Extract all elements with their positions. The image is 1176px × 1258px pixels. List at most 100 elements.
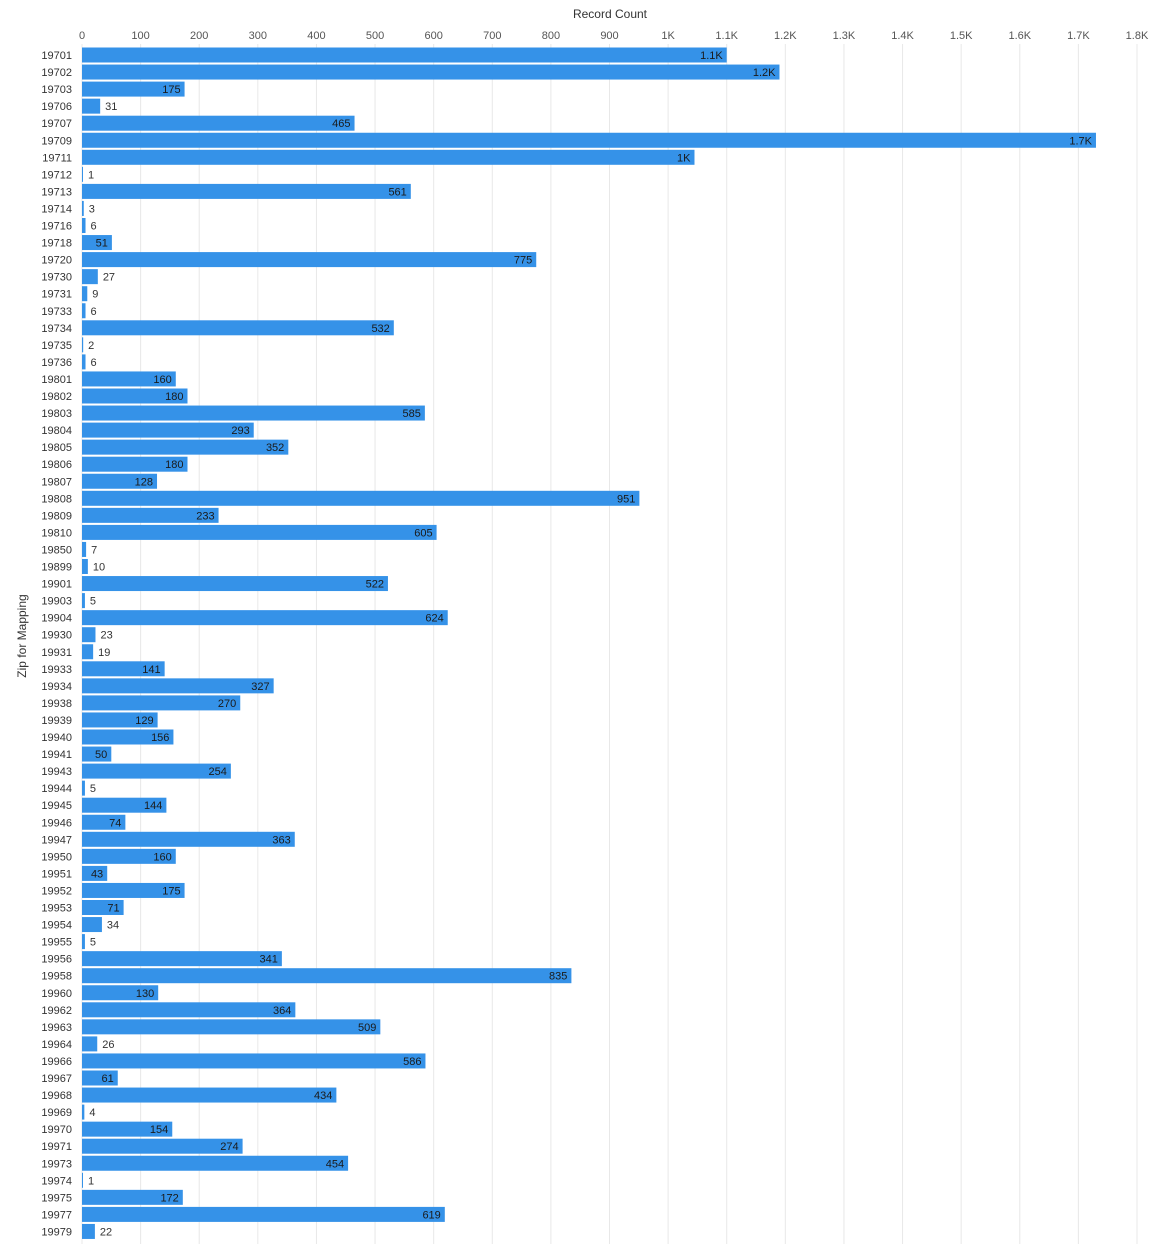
bar[interactable] <box>82 882 185 898</box>
bar[interactable] <box>82 610 448 626</box>
bar[interactable] <box>82 934 85 950</box>
bar[interactable] <box>82 98 101 114</box>
bar[interactable] <box>82 865 108 881</box>
bar-value-label: 605 <box>414 527 432 539</box>
bar[interactable] <box>82 200 84 216</box>
bar[interactable] <box>82 524 437 540</box>
y-category-label: 19953 <box>41 903 72 915</box>
bar[interactable] <box>82 64 780 80</box>
bar-value-label: 1K <box>677 152 691 164</box>
bar[interactable] <box>82 149 695 165</box>
bar[interactable] <box>82 951 282 967</box>
x-tick-label: 400 <box>307 30 325 42</box>
bar[interactable] <box>82 661 165 677</box>
bar[interactable] <box>82 1223 95 1239</box>
y-category-label: 19969 <box>41 1107 72 1119</box>
bar[interactable] <box>82 303 86 319</box>
bar[interactable] <box>82 456 188 472</box>
bar[interactable] <box>82 235 112 251</box>
bar[interactable] <box>82 405 425 421</box>
bar[interactable] <box>82 252 537 268</box>
bar[interactable] <box>82 559 88 574</box>
bar[interactable] <box>82 831 295 847</box>
bar[interactable] <box>82 1189 183 1205</box>
bar[interactable] <box>82 132 1096 148</box>
bar[interactable] <box>82 439 289 455</box>
bar[interactable] <box>82 848 176 864</box>
bar[interactable] <box>82 1206 445 1222</box>
x-tick-label: 800 <box>542 30 560 42</box>
bar-value-label: 51 <box>96 238 108 250</box>
bar-value-label: 341 <box>260 954 278 966</box>
y-category-label: 19803 <box>41 408 72 420</box>
bar[interactable] <box>82 1053 426 1069</box>
bar[interactable] <box>82 644 94 660</box>
bar[interactable] <box>82 218 86 233</box>
x-tick-label: 1.1K <box>715 30 738 42</box>
bar-value-label: 50 <box>95 749 107 761</box>
bar[interactable] <box>82 388 188 404</box>
bar[interactable] <box>82 593 85 609</box>
bar-value-label: 31 <box>105 101 117 113</box>
bar[interactable] <box>82 1104 85 1120</box>
bar[interactable] <box>82 780 85 796</box>
bar[interactable] <box>82 269 98 285</box>
bar[interactable] <box>82 678 274 694</box>
bar[interactable] <box>82 507 219 523</box>
bar[interactable] <box>82 47 727 63</box>
bar[interactable] <box>82 729 174 745</box>
bar[interactable] <box>82 763 231 779</box>
bar[interactable] <box>82 354 86 370</box>
bar[interactable] <box>82 797 167 813</box>
bar[interactable] <box>82 627 96 643</box>
bar[interactable] <box>82 1002 296 1018</box>
bar[interactable] <box>82 1036 98 1052</box>
bar[interactable] <box>82 541 87 557</box>
y-category-label: 19808 <box>41 493 72 505</box>
bar[interactable] <box>82 900 124 915</box>
bar[interactable] <box>82 1155 349 1171</box>
bar[interactable] <box>82 1087 337 1103</box>
bar[interactable] <box>82 81 185 97</box>
bar[interactable] <box>82 746 112 762</box>
bar-value-label: 3 <box>89 203 95 215</box>
bar[interactable] <box>82 320 394 336</box>
bar[interactable] <box>82 1172 83 1188</box>
y-category-label: 19945 <box>41 800 72 812</box>
bar-value-label: 364 <box>273 1005 291 1017</box>
bar[interactable] <box>82 1070 118 1086</box>
y-category-label: 19974 <box>41 1175 72 1187</box>
bar[interactable] <box>82 371 176 387</box>
bar[interactable] <box>82 1138 243 1154</box>
bar-value-label: 22 <box>100 1226 112 1238</box>
y-category-label: 19934 <box>41 681 72 693</box>
bar[interactable] <box>82 286 88 302</box>
bar[interactable] <box>82 115 355 131</box>
bar-value-label: 1 <box>88 1175 94 1187</box>
bar-value-label: 71 <box>107 903 119 915</box>
bar[interactable] <box>82 712 158 728</box>
y-category-label: 19966 <box>41 1056 72 1068</box>
bar[interactable] <box>82 337 84 353</box>
bar[interactable] <box>82 917 102 933</box>
bars <box>82 47 1096 1239</box>
bar[interactable] <box>82 166 83 182</box>
y-category-label: 19979 <box>41 1226 72 1238</box>
y-category-label: 19802 <box>41 391 72 403</box>
y-category-label: 19951 <box>41 868 72 880</box>
bar[interactable] <box>82 1019 381 1035</box>
bar[interactable] <box>82 985 159 1001</box>
bar[interactable] <box>82 968 572 984</box>
y-category-label: 19730 <box>41 272 72 284</box>
bar[interactable] <box>82 695 241 711</box>
bar[interactable] <box>82 576 388 592</box>
bar[interactable] <box>82 473 158 489</box>
bar[interactable] <box>82 490 640 506</box>
bar[interactable] <box>82 814 126 830</box>
bar[interactable] <box>82 183 411 199</box>
y-category-label: 19806 <box>41 459 72 471</box>
y-category-label: 19899 <box>41 562 72 574</box>
bar[interactable] <box>82 1121 173 1137</box>
bar[interactable] <box>82 422 254 438</box>
